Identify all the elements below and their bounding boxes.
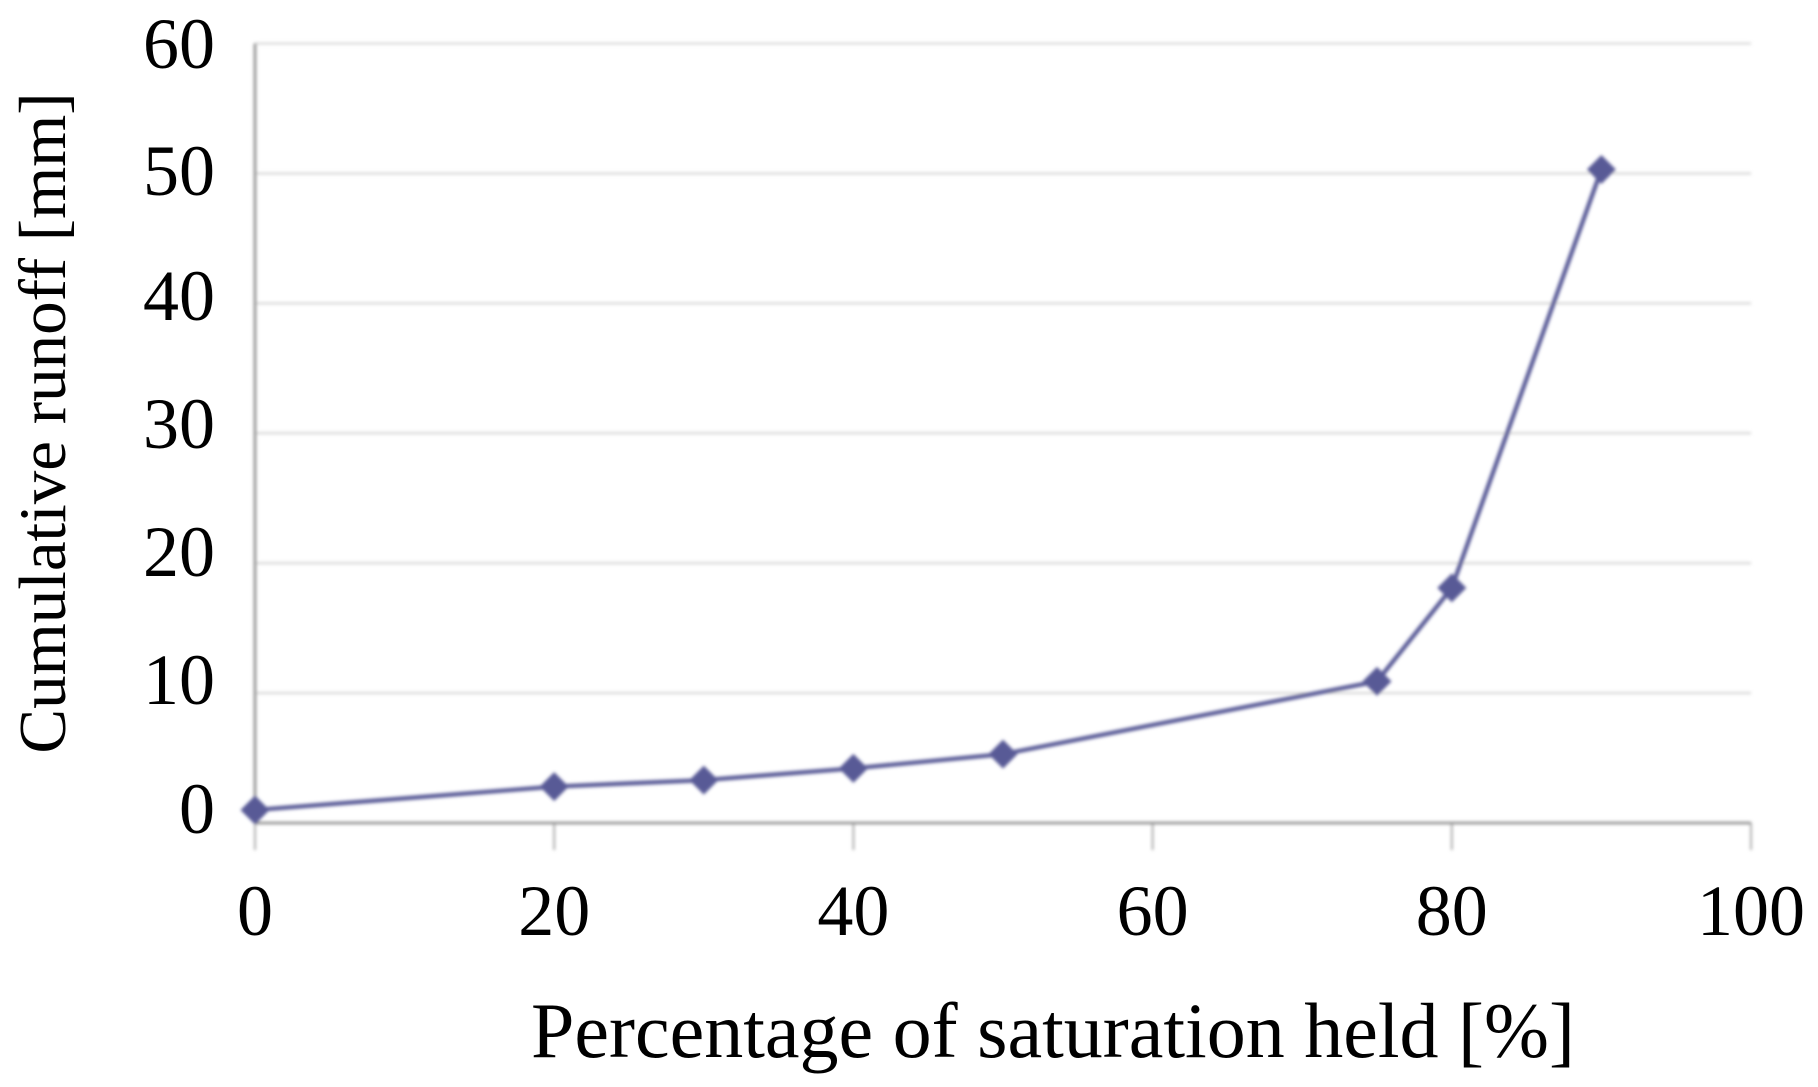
svg-text:40: 40 <box>143 256 215 336</box>
svg-text:60: 60 <box>1117 871 1189 951</box>
svg-text:100: 100 <box>1697 871 1805 951</box>
svg-text:30: 30 <box>143 384 215 464</box>
svg-text:80: 80 <box>1416 871 1488 951</box>
svg-text:Cumulative runoff [mm]: Cumulative runoff [mm] <box>6 92 80 753</box>
svg-text:10: 10 <box>143 640 215 720</box>
svg-text:60: 60 <box>143 4 215 84</box>
svg-text:0: 0 <box>237 871 273 951</box>
svg-text:0: 0 <box>179 769 215 849</box>
svg-text:40: 40 <box>817 871 889 951</box>
svg-text:50: 50 <box>143 131 215 211</box>
svg-text:20: 20 <box>143 512 215 592</box>
svg-text:Percentage of saturation held: Percentage of saturation held [%] <box>531 987 1575 1074</box>
svg-text:20: 20 <box>518 871 590 951</box>
